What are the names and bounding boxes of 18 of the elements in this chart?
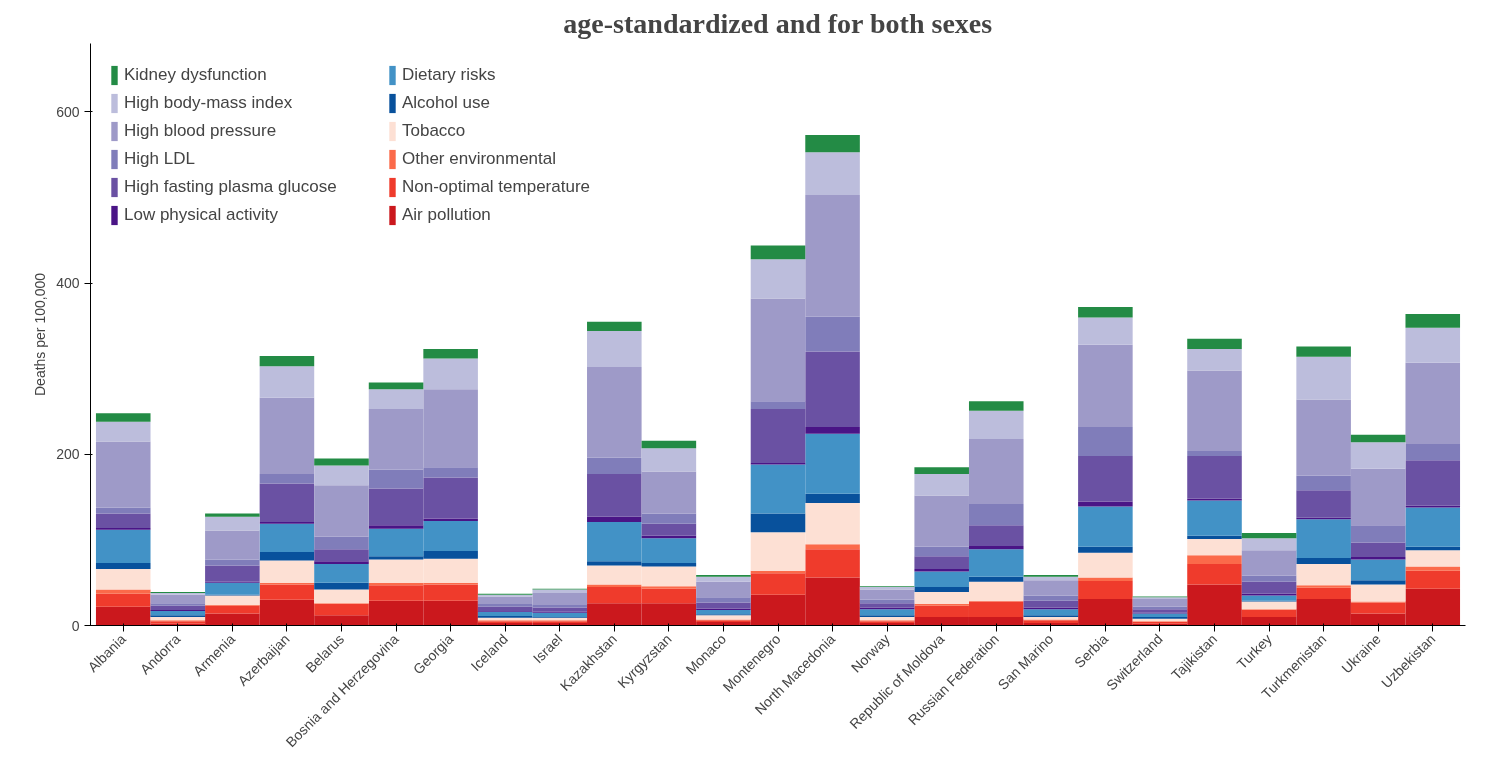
y-tick-label: 0 (71, 617, 80, 634)
legend-label: Tobacco (402, 121, 467, 141)
legend-label: High LDL (124, 149, 196, 169)
legend-label: Other environmental (402, 149, 558, 169)
legend-label: High blood pressure (124, 121, 278, 141)
legend-label: Non-optimal temperature (402, 177, 592, 197)
legend-label: Air pollution (402, 205, 492, 225)
legend-label: Low physical activity (124, 205, 279, 225)
y-axis-title: Deaths per 100,000 (32, 272, 49, 396)
legend-label: High fasting plasma glucose (124, 177, 338, 197)
legend-label: Kidney dysfunction (124, 65, 268, 85)
legend-label: High body-mass index (124, 93, 294, 113)
legend-label: Alcohol use (402, 93, 491, 113)
y-tick-label: 600 (56, 103, 80, 120)
chart-title: age-standardized and for both sexes (563, 7, 993, 39)
legend-label: Dietary risks (402, 65, 497, 85)
y-tick-label: 400 (56, 275, 80, 292)
y-tick-label: 200 (56, 446, 80, 463)
